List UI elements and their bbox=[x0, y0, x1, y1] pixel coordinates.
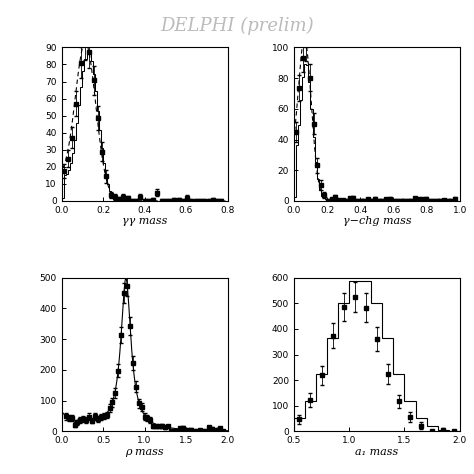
X-axis label: a₁ mass: a₁ mass bbox=[355, 447, 399, 456]
X-axis label: γγ mass: γγ mass bbox=[122, 216, 167, 226]
X-axis label: γ−chg mass: γ−chg mass bbox=[343, 216, 411, 226]
Text: DELPHI (prelim): DELPHI (prelim) bbox=[160, 17, 314, 35]
X-axis label: ρ mass: ρ mass bbox=[125, 447, 164, 456]
